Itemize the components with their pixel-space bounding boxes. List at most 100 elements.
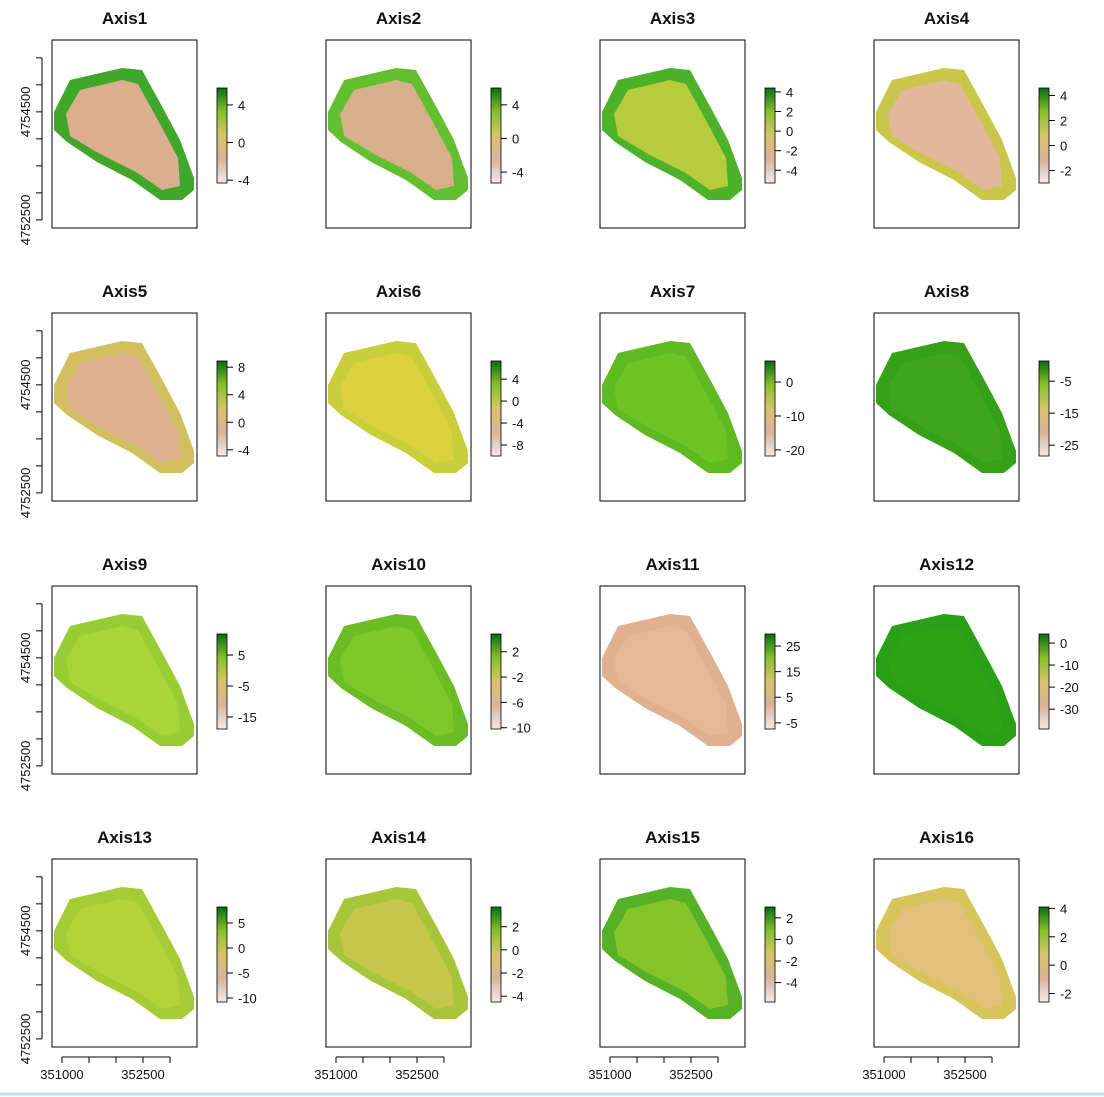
colorbar-tick-label: -4 xyxy=(512,165,524,180)
colorbar xyxy=(491,907,501,1002)
colorbar-tick-label: 2 xyxy=(1060,114,1067,129)
colorbar-tick-label: 2 xyxy=(786,911,793,926)
colorbar-tick-label: -10 xyxy=(786,409,805,424)
colorbar-tick-label: -2 xyxy=(1060,164,1072,179)
y-tick-label: 4752500 xyxy=(18,741,33,792)
colorbar-tick-label: 0 xyxy=(238,415,245,430)
page: Axis140-447525004754500Axis240-4Axis3420… xyxy=(0,0,1104,1097)
colorbar-tick-label: 4 xyxy=(786,85,793,100)
panel: Axis1420-2-4351000352500 xyxy=(314,828,523,1082)
x-tick-label: 352500 xyxy=(121,1067,164,1082)
colorbar-tick-label: -6 xyxy=(512,695,524,710)
colorbar xyxy=(1039,361,1049,456)
colorbar xyxy=(217,88,227,183)
colorbar-tick-label: -10 xyxy=(512,721,531,736)
colorbar-tick-label: -15 xyxy=(238,710,257,725)
panel-title: Axis16 xyxy=(919,828,974,847)
y-tick-label: 4752500 xyxy=(18,468,33,519)
colorbar xyxy=(217,634,227,729)
panel-title: Axis2 xyxy=(376,9,421,28)
colorbar-tick-label: 4 xyxy=(512,98,519,113)
colorbar xyxy=(491,361,501,456)
panel-title: Axis6 xyxy=(376,282,421,301)
panel-title: Axis7 xyxy=(650,282,695,301)
colorbar-tick-label: -2 xyxy=(1060,986,1072,1001)
colorbar-tick-label: -5 xyxy=(238,966,250,981)
colorbar-tick-label: -25 xyxy=(1060,438,1079,453)
panel: Axis8 -5 -15 -25 xyxy=(874,282,1079,501)
colorbar xyxy=(765,361,775,456)
panel-title: Axis5 xyxy=(102,282,147,301)
panel-title: Axis11 xyxy=(646,555,700,574)
panel-title: Axis13 xyxy=(97,828,152,847)
panel: Axis1125155-5 xyxy=(600,555,800,774)
x-tick-label: 351000 xyxy=(314,1067,357,1082)
colorbar-tick-label: -4 xyxy=(512,416,524,431)
x-tick-label: 352500 xyxy=(669,1067,712,1082)
colorbar-tick-label: -5 xyxy=(786,716,798,731)
colorbar-tick-label: 0 xyxy=(238,136,245,151)
colorbar-tick-label: -10 xyxy=(1060,658,1079,673)
panel: Axis6 4 0 -4 -8 xyxy=(326,282,524,501)
colorbar-tick-label: -4 xyxy=(512,989,524,1004)
colorbar-tick-label: 5 xyxy=(238,916,245,931)
figure: Axis140-447525004754500Axis240-4Axis3420… xyxy=(0,0,1104,1097)
colorbar xyxy=(1039,88,1049,183)
colorbar xyxy=(217,907,227,1002)
colorbar-tick-label: 2 xyxy=(1060,930,1067,945)
x-tick-label: 352500 xyxy=(395,1067,438,1082)
colorbar-tick-label: 4 xyxy=(1060,901,1067,916)
colorbar-tick-label: 0 xyxy=(238,941,245,956)
panel-title: Axis8 xyxy=(924,282,969,301)
colorbar-tick-label: 4 xyxy=(512,372,519,387)
colorbar-tick-label: 0 xyxy=(786,375,793,390)
y-tick-label: 4752500 xyxy=(18,195,33,246)
colorbar-tick-label: 4 xyxy=(238,98,245,113)
colorbar xyxy=(1039,907,1049,1002)
panel-title: Axis4 xyxy=(924,9,970,28)
colorbar-tick-label: 2 xyxy=(512,920,519,935)
colorbar-tick-label: -5 xyxy=(1060,374,1072,389)
colorbar-tick-label: 15 xyxy=(786,665,800,680)
panel-title: Axis9 xyxy=(102,555,147,574)
colorbar-tick-label: -20 xyxy=(786,443,805,458)
y-tick-label: 4754500 xyxy=(18,633,33,684)
panel-title: Axis1 xyxy=(102,9,147,28)
colorbar-tick-label: -4 xyxy=(238,443,250,458)
colorbar-tick-label: -5 xyxy=(238,679,250,694)
colorbar-tick-label: 0 xyxy=(786,932,793,947)
colorbar xyxy=(765,907,775,1002)
colorbar-tick-label: 25 xyxy=(786,639,800,654)
panel-title: Axis15 xyxy=(645,828,700,847)
colorbar xyxy=(491,88,501,183)
colorbar-tick-label: -2 xyxy=(786,954,798,969)
colorbar-tick-label: -2 xyxy=(786,144,798,159)
colorbar-tick-label: -10 xyxy=(238,991,257,1006)
colorbar xyxy=(1039,634,1049,729)
colorbar-tick-label: 0 xyxy=(512,394,519,409)
panel-title: Axis3 xyxy=(650,9,695,28)
colorbar xyxy=(765,634,775,729)
colorbar-tick-label: -2 xyxy=(512,670,524,685)
colorbar xyxy=(217,361,227,456)
panel-title: Axis14 xyxy=(371,828,426,847)
panel: Axis4 4 2 0 -2 xyxy=(874,9,1072,228)
colorbar-tick-label: -15 xyxy=(1060,406,1079,421)
y-tick-label: 4754500 xyxy=(18,906,33,957)
x-tick-label: 351000 xyxy=(40,1067,83,1082)
colorbar-tick-label: 0 xyxy=(1060,958,1067,973)
colorbar-tick-label: 4 xyxy=(1060,89,1067,104)
colorbar-tick-label: -8 xyxy=(512,438,524,453)
colorbar-tick-label: -30 xyxy=(1060,702,1079,717)
colorbar-tick-label: -2 xyxy=(512,966,524,981)
colorbar-tick-label: -4 xyxy=(786,163,798,178)
y-tick-label: 4754500 xyxy=(18,360,33,411)
colorbar-tick-label: -4 xyxy=(786,976,798,991)
colorbar-tick-label: 0 xyxy=(1060,139,1067,154)
x-tick-label: 352500 xyxy=(943,1067,986,1082)
